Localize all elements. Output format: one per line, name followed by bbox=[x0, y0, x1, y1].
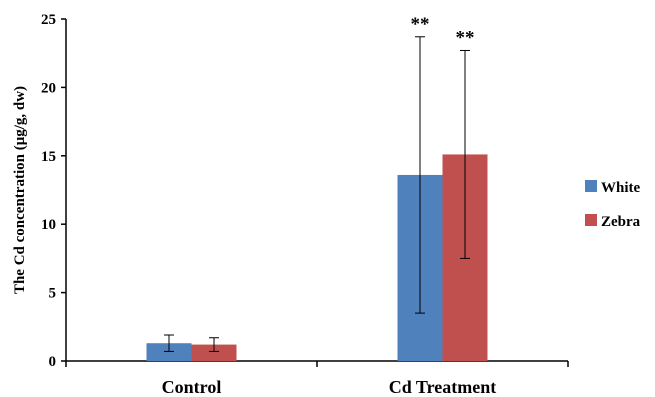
y-tick-label: 15 bbox=[41, 149, 56, 165]
bars bbox=[146, 154, 488, 361]
legend-label: Zebra bbox=[601, 214, 641, 230]
x-ticks: Control Cd Treatment bbox=[65, 361, 569, 397]
significance-annotation: ** bbox=[456, 27, 475, 48]
y-tick-label: 10 bbox=[41, 217, 56, 233]
bar bbox=[146, 343, 192, 361]
legend-label: White bbox=[601, 180, 641, 196]
y-tick-label: 0 bbox=[49, 354, 57, 370]
legend: White Zebra bbox=[585, 180, 641, 230]
y-tick-label: 20 bbox=[41, 80, 56, 96]
x-tick-label: Cd Treatment bbox=[389, 377, 497, 397]
bar bbox=[191, 344, 237, 361]
error-bars bbox=[164, 36, 470, 352]
y-tick-label: 25 bbox=[41, 12, 56, 28]
legend-swatch bbox=[585, 180, 597, 192]
x-tick-label: Control bbox=[162, 377, 222, 397]
axes bbox=[65, 19, 568, 362]
significance-annotation: ** bbox=[411, 14, 430, 35]
legend-swatch bbox=[585, 214, 597, 226]
y-axis-label: The Cd concentration (μg/g, dw) bbox=[12, 86, 28, 294]
y-tick-label: 5 bbox=[49, 286, 57, 302]
y-axis-label-group: The Cd concentration (μg/g, dw) bbox=[12, 86, 28, 294]
annotations: ** ** bbox=[411, 14, 475, 49]
y-ticks: 0 5 10 15 20 25 bbox=[41, 12, 66, 370]
